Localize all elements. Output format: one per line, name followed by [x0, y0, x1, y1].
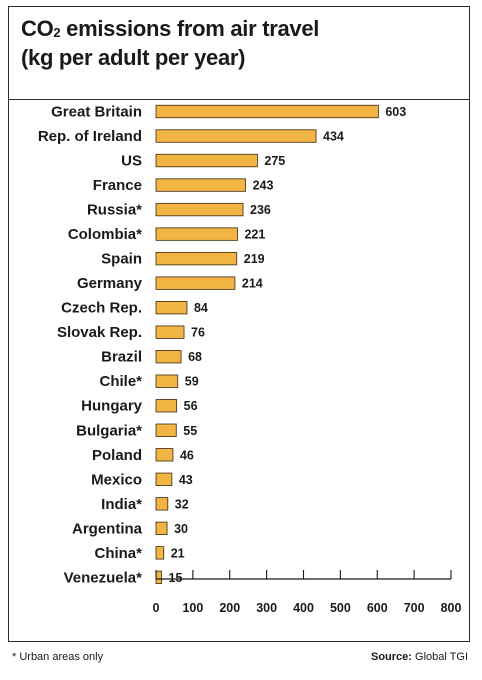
bar-czech-rep	[155, 301, 188, 315]
bar-russia	[155, 202, 244, 217]
value-label-bulgaria: 55	[183, 424, 197, 438]
category-label-venezuela: Venezuela*	[64, 569, 143, 586]
x-tick-label-700: 700	[404, 601, 425, 615]
value-label-colombia: 221	[244, 228, 265, 242]
category-label-argentina: Argentina	[72, 520, 143, 537]
bar-rep-of-ireland	[155, 129, 317, 143]
value-label-russia: 236	[250, 203, 271, 217]
x-tick-label-0: 0	[153, 601, 160, 615]
category-label-hungary: Hungary	[81, 398, 143, 415]
title-rest: emissions from air travel	[60, 16, 320, 41]
source-note: Source: Global TGI	[371, 651, 468, 663]
category-label-colombia: Colombia*	[68, 226, 142, 243]
bar-india	[155, 497, 169, 511]
bar-bulgaria	[155, 423, 177, 437]
title-line2: (kg per adult per year)	[21, 45, 246, 70]
category-label-slovak-rep: Slovak Rep.	[57, 324, 142, 341]
bar-us	[155, 153, 258, 168]
value-label-us: 275	[264, 154, 285, 168]
x-tick-label-800: 800	[441, 601, 462, 615]
category-label-spain: Spain	[101, 251, 142, 268]
category-label-france: France	[93, 177, 142, 194]
bar-poland	[155, 448, 174, 462]
bar-hungary	[155, 399, 178, 413]
x-tick-label-400: 400	[293, 601, 314, 615]
category-label-germany: Germany	[77, 275, 143, 292]
value-label-chile: 59	[185, 375, 199, 389]
category-label-india: India*	[101, 496, 142, 513]
category-label-rep-of-ireland: Rep. of Ireland	[38, 128, 142, 145]
value-label-venezuela: 15	[169, 571, 183, 585]
bar-slovak-rep	[155, 325, 185, 339]
category-label-mexico: Mexico	[91, 471, 142, 488]
value-label-france: 243	[253, 179, 274, 193]
bar-great-britain	[155, 104, 379, 119]
value-label-great-britain: 603	[385, 105, 406, 119]
category-label-us: US	[121, 153, 142, 170]
bar-brazil	[155, 350, 182, 364]
value-label-china: 21	[171, 546, 185, 560]
title-subscript: 2	[53, 25, 61, 40]
category-label-poland: Poland	[92, 447, 142, 464]
bar-spain	[155, 251, 238, 266]
category-label-russia: Russia*	[87, 202, 142, 219]
title-box: CO2 emissions from air travel (kg per adu…	[9, 7, 469, 100]
source-value: Global TGI	[411, 651, 468, 663]
value-label-mexico: 43	[179, 473, 193, 487]
value-label-hungary: 56	[184, 399, 198, 413]
category-label-czech-rep: Czech Rep.	[61, 300, 142, 317]
category-label-china: China*	[94, 545, 142, 562]
bar-colombia	[155, 227, 238, 241]
value-label-czech-rep: 84	[194, 301, 208, 315]
value-label-brazil: 68	[188, 350, 202, 364]
title-co: CO	[21, 16, 54, 41]
bar-argentina	[155, 521, 168, 535]
bar-france	[155, 178, 247, 192]
x-tick-label-200: 200	[219, 601, 240, 615]
bar-germany	[155, 276, 236, 290]
chart-frame: CO2 emissions from air travel (kg per adu…	[8, 6, 470, 642]
value-label-slovak-rep: 76	[191, 326, 205, 340]
value-label-poland: 46	[180, 448, 194, 462]
x-tick-label-100: 100	[182, 601, 203, 615]
value-label-india: 32	[175, 497, 189, 511]
category-label-chile: Chile*	[99, 373, 142, 390]
category-label-great-britain: Great Britain	[51, 104, 142, 121]
source-label: Source:	[370, 651, 412, 663]
bar-mexico	[155, 472, 173, 486]
value-label-argentina: 30	[174, 522, 188, 536]
category-label-bulgaria: Bulgaria*	[76, 422, 142, 439]
bar-chile	[155, 374, 179, 388]
value-label-germany: 214	[242, 277, 263, 291]
bar-venezuela	[155, 570, 162, 585]
x-tick-label-600: 600	[367, 601, 388, 615]
value-label-spain: 219	[244, 252, 265, 266]
footnote: * Urban areas only	[12, 651, 104, 663]
bar-china	[155, 546, 165, 560]
category-label-brazil: Brazil	[101, 349, 142, 366]
value-label-rep-of-ireland: 434	[323, 130, 344, 144]
chart-title: CO2 emissions from air travel (kg per adu…	[21, 16, 319, 71]
x-tick-label-500: 500	[330, 601, 351, 615]
x-tick-label-300: 300	[256, 601, 277, 615]
